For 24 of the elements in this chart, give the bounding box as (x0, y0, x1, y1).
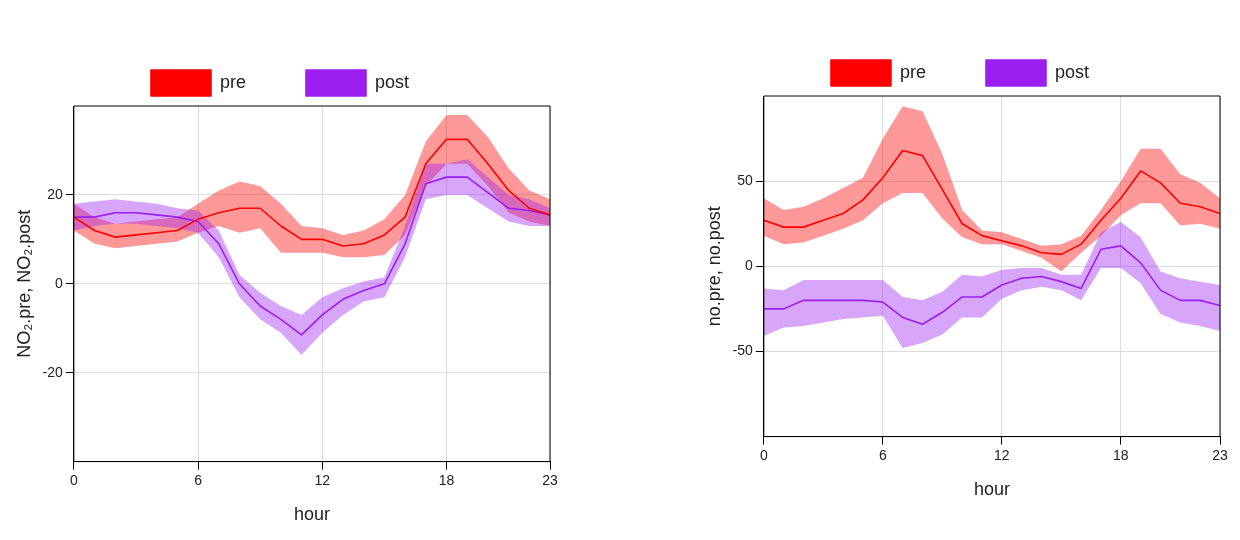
x-tick-label: 6 (194, 471, 203, 488)
y-tick-label: -50 (732, 342, 754, 359)
y-tick-label: 50 (737, 172, 754, 189)
legend-label: post (1055, 61, 1090, 82)
y-axis-title: NO₂.pre, NO₂.post (13, 209, 34, 358)
y-tick-label: 0 (55, 274, 64, 291)
y-tick-label: 20 (47, 185, 64, 202)
y-axis-title: no.pre, no.post (703, 206, 724, 327)
x-tick-label: 12 (994, 446, 1010, 463)
legend-label: post (375, 71, 410, 92)
x-axis-title: hour (973, 479, 1010, 500)
x-tick-label: 0 (759, 446, 768, 463)
x-tick-label: 18 (438, 471, 455, 488)
legend-label: pre (219, 71, 246, 92)
y-tick-label: 0 (745, 257, 754, 274)
x-tick-label: 12 (314, 471, 331, 488)
x-tick-label: 0 (69, 471, 78, 488)
y-tick-label: -20 (42, 363, 64, 380)
x-tick-label: 23 (542, 471, 558, 488)
x-tick-label: 18 (1113, 446, 1129, 463)
legend-label: pre (899, 61, 926, 82)
x-tick-label: 23 (1212, 446, 1228, 463)
x-axis-title: hour (293, 504, 330, 525)
x-tick-label: 6 (878, 446, 887, 463)
